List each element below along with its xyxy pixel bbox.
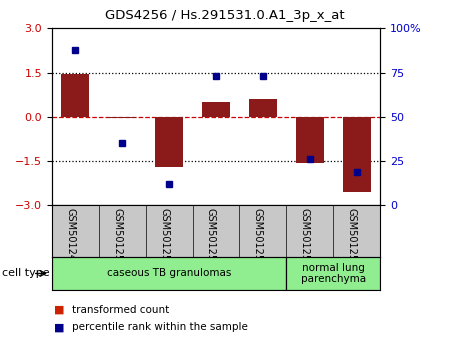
Text: GSM501251: GSM501251 xyxy=(159,208,169,267)
Text: ■: ■ xyxy=(54,322,64,332)
Bar xyxy=(61,74,89,117)
Text: percentile rank within the sample: percentile rank within the sample xyxy=(72,322,248,332)
Text: GSM501249: GSM501249 xyxy=(65,208,75,267)
Text: GSM501250: GSM501250 xyxy=(112,208,122,267)
Text: GSM501254: GSM501254 xyxy=(300,208,310,267)
Text: GSM501255: GSM501255 xyxy=(347,208,357,267)
Bar xyxy=(343,117,371,192)
Text: GSM501253: GSM501253 xyxy=(253,208,263,267)
Bar xyxy=(202,102,230,117)
Text: GDS4256 / Hs.291531.0.A1_3p_x_at: GDS4256 / Hs.291531.0.A1_3p_x_at xyxy=(105,9,345,22)
Text: caseous TB granulomas: caseous TB granulomas xyxy=(107,268,231,279)
Bar xyxy=(249,99,277,117)
Text: transformed count: transformed count xyxy=(72,305,169,315)
Bar xyxy=(296,117,324,162)
Text: GSM501252: GSM501252 xyxy=(206,208,216,267)
Bar xyxy=(108,117,136,118)
Text: normal lung
parenchyma: normal lung parenchyma xyxy=(301,263,366,284)
Bar xyxy=(286,257,380,290)
Bar xyxy=(155,117,183,167)
Bar xyxy=(52,257,286,290)
Text: cell type: cell type xyxy=(2,268,50,279)
Text: ■: ■ xyxy=(54,305,64,315)
